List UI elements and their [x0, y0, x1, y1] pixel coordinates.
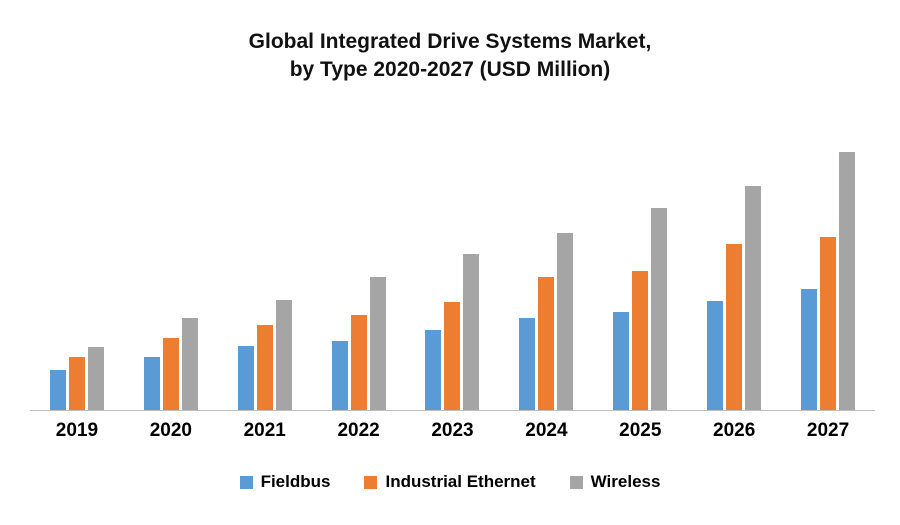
bar-group-2021 — [237, 140, 292, 410]
bar-wireless-2019 — [87, 347, 104, 410]
bar-industrial-ethernet-2019 — [68, 357, 85, 410]
bar-fieldbus-2022 — [331, 341, 348, 410]
bar-wireless-2027 — [838, 152, 855, 410]
legend-swatch-icon — [239, 475, 253, 489]
bar-wireless-2026 — [745, 186, 762, 410]
plot-area — [30, 140, 875, 411]
bar-fieldbus-2024 — [519, 318, 536, 410]
x-axis-label-2021: 2021 — [243, 420, 286, 441]
bar-industrial-ethernet-2021 — [256, 325, 273, 410]
chart-title-line2: by Type 2020-2027 (USD Million) — [289, 58, 611, 82]
bar-industrial-ethernet-2025 — [632, 271, 649, 410]
legend-item-wireless: Wireless — [569, 472, 661, 492]
legend-item-industrial-ethernet: Industrial Ethernet — [364, 472, 536, 492]
bar-wireless-2021 — [275, 300, 292, 410]
bar-fieldbus-2023 — [425, 330, 442, 410]
bar-fieldbus-2025 — [613, 312, 630, 410]
legend-label: Fieldbus — [260, 472, 331, 491]
bar-industrial-ethernet-2020 — [162, 338, 179, 410]
x-axis-label-2019: 2019 — [55, 420, 99, 441]
bar-wireless-2023 — [463, 254, 480, 410]
bar-group-2019 — [49, 140, 104, 410]
bar-industrial-ethernet-2026 — [726, 244, 743, 410]
legend-item-fieldbus: Fieldbus — [239, 472, 331, 492]
bar-wireless-2024 — [557, 233, 574, 410]
chart-title: Global Integrated Drive Systems Market, … — [0, 28, 900, 85]
x-axis-label-2025: 2025 — [619, 420, 662, 441]
bar-industrial-ethernet-2023 — [444, 302, 461, 410]
bar-group-2025 — [613, 140, 668, 410]
x-axis-label-2023: 2023 — [431, 420, 474, 441]
bar-industrial-ethernet-2027 — [819, 237, 836, 410]
legend-swatch-icon — [569, 475, 583, 489]
bar-group-2026 — [707, 140, 762, 410]
bar-group-2022 — [331, 140, 386, 410]
x-axis-label-2027: 2027 — [806, 420, 850, 441]
x-axis: 2019 2020 2021 2022 2023 2024 2025 2026 2027 — [30, 420, 875, 442]
chart-title-line1: Global Integrated Drive Systems Market, — [248, 30, 652, 53]
bar-fieldbus-2020 — [143, 357, 160, 410]
bar-wireless-2025 — [651, 208, 668, 410]
x-axis-label-2024: 2024 — [525, 420, 568, 441]
x-axis-label-2020: 2020 — [149, 420, 192, 441]
legend: Fieldbus Industrial Ethernet Wireless — [0, 472, 900, 492]
bar-group-2020 — [143, 140, 198, 410]
bar-fieldbus-2021 — [237, 346, 254, 410]
bar-fieldbus-2027 — [800, 289, 817, 410]
x-axis-label-2022: 2022 — [337, 420, 380, 441]
bar-industrial-ethernet-2024 — [538, 277, 555, 410]
bar-wireless-2020 — [181, 318, 198, 410]
bar-industrial-ethernet-2022 — [350, 315, 367, 410]
legend-swatch-icon — [364, 475, 378, 489]
bar-group-2024 — [519, 140, 574, 410]
bar-fieldbus-2019 — [49, 370, 66, 410]
legend-label: Industrial Ethernet — [385, 472, 536, 491]
bar-fieldbus-2026 — [707, 301, 724, 410]
bar-group-2027 — [800, 140, 855, 410]
bar-group-2023 — [425, 140, 480, 410]
legend-label: Wireless — [590, 472, 661, 491]
bar-wireless-2022 — [369, 277, 386, 410]
x-axis-label-2026: 2026 — [713, 420, 756, 441]
